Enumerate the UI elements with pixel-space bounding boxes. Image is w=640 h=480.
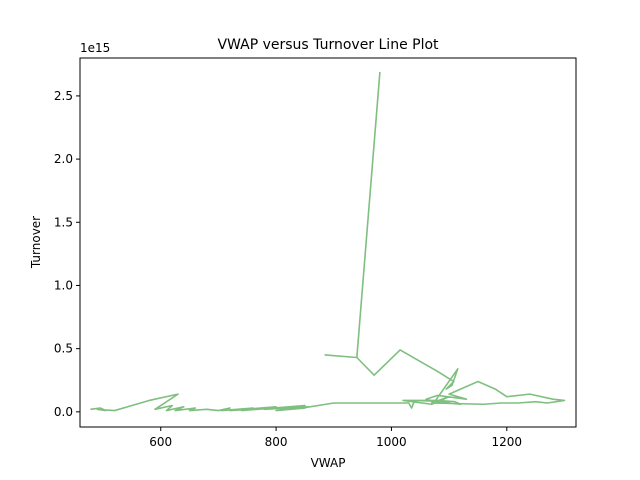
y-tick-label: 1.0 bbox=[54, 278, 73, 292]
plot-area bbox=[90, 71, 566, 412]
plot-frame bbox=[79, 57, 577, 428]
chart-title: VWAP versus Turnover Line Plot bbox=[217, 37, 439, 53]
x-tick-label: 600 bbox=[149, 435, 172, 449]
axis-ticks: 600 800 1000 1200 0.0 0.5 1.0 1.5 2.0 2.5 bbox=[54, 89, 522, 449]
y-offset-text: 1e15 bbox=[80, 41, 110, 55]
x-axis-label: VWAP bbox=[311, 456, 346, 470]
y-tick-label: 0.5 bbox=[54, 342, 73, 356]
x-tick-label: 1000 bbox=[376, 435, 407, 449]
x-tick-label: 1200 bbox=[492, 435, 523, 449]
x-tick-label: 800 bbox=[265, 435, 288, 449]
y-tick-label: 1.5 bbox=[54, 215, 73, 229]
y-tick-label: 0.0 bbox=[54, 405, 73, 419]
y-axis-label: Turnover bbox=[29, 216, 43, 269]
series-line-0 bbox=[90, 71, 566, 412]
y-tick-label: 2.0 bbox=[54, 152, 73, 166]
y-tick-label: 2.5 bbox=[54, 89, 73, 103]
